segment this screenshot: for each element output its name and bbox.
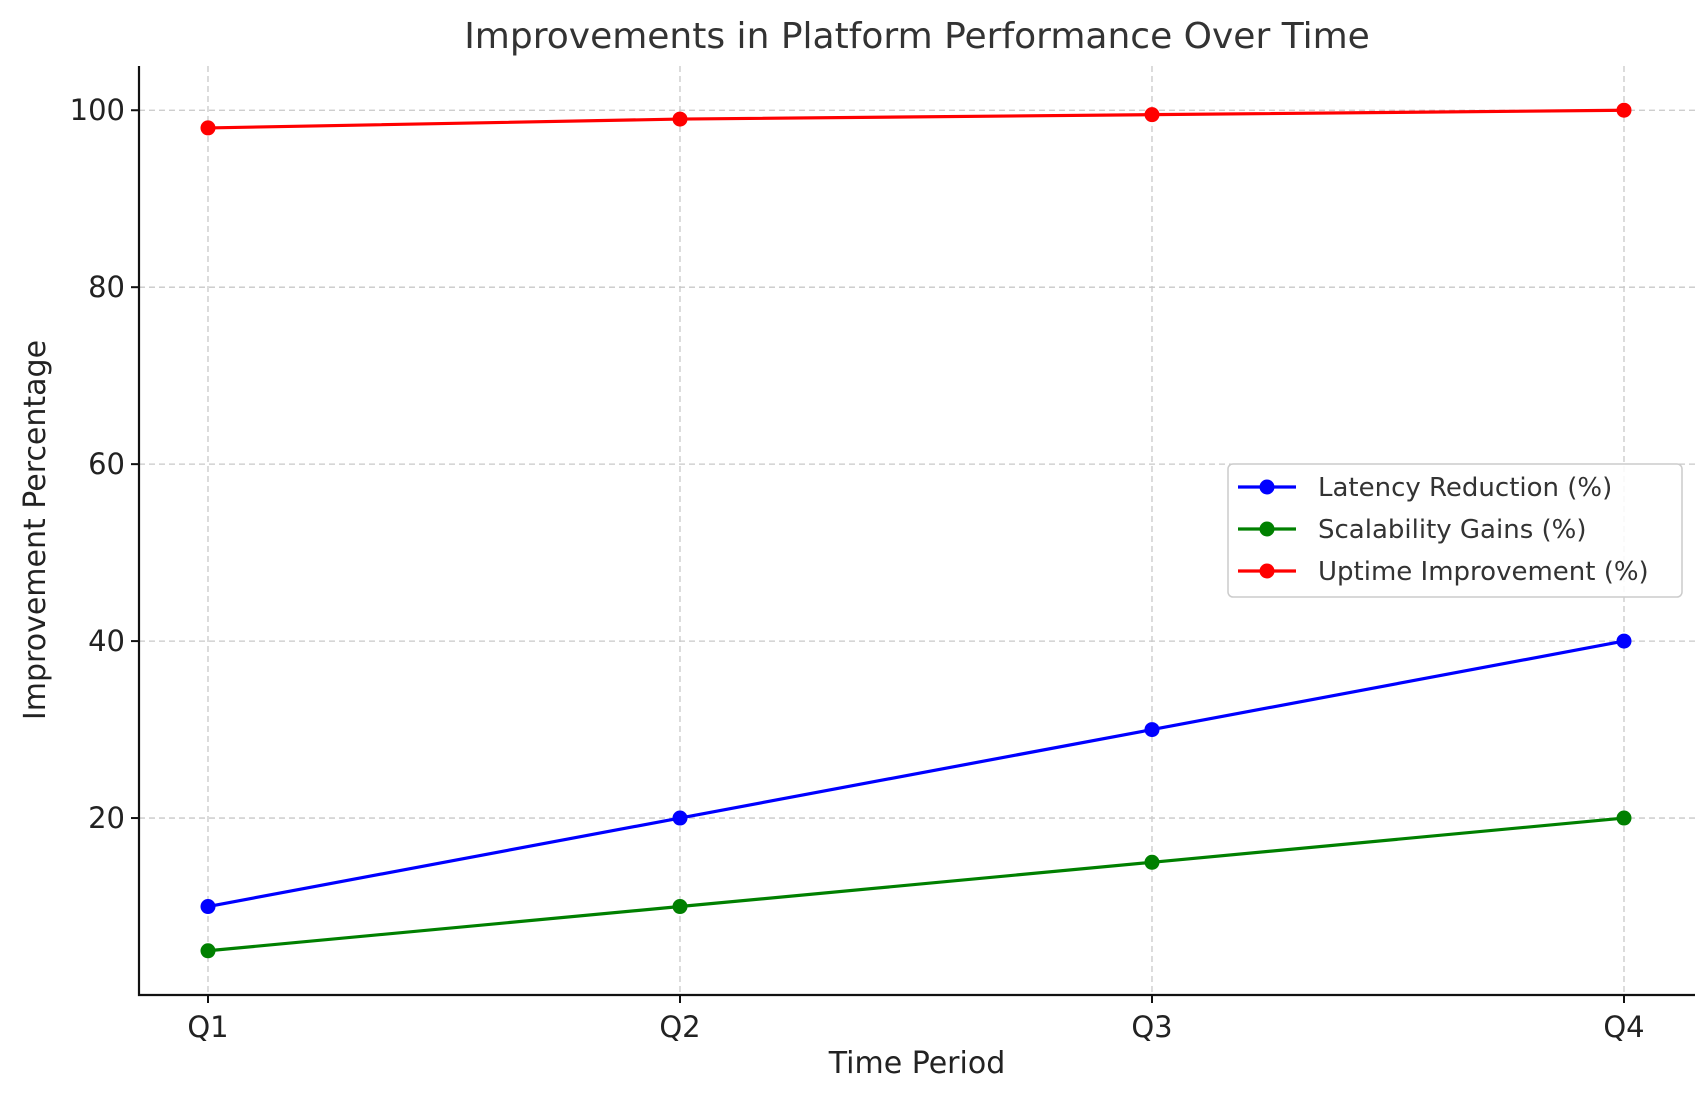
x-tick-label: Q3 <box>1131 1010 1172 1044</box>
legend: Latency Reduction (%) Scalability Gains (… <box>1227 463 1683 598</box>
y-axis-label: Improvement Percentage <box>18 340 53 720</box>
legend-label: Uptime Improvement (%) <box>1318 557 1649 587</box>
legend-swatch-marker <box>1259 563 1275 579</box>
data-point <box>200 899 216 915</box>
y-tick-label: 100 <box>70 93 125 127</box>
data-point <box>1616 102 1632 118</box>
legend-label: Scalability Gains (%) <box>1318 515 1587 545</box>
legend-swatch-marker <box>1259 479 1275 495</box>
series-line-2 <box>207 108 1625 130</box>
data-point <box>1144 107 1160 123</box>
data-point <box>1616 633 1632 649</box>
axes <box>137 66 1695 997</box>
x-tick-label: Q1 <box>187 1010 228 1044</box>
data-point <box>1144 722 1160 738</box>
data-point <box>672 810 688 826</box>
y-tick-label: 40 <box>88 624 125 658</box>
y-tick-label: 60 <box>88 447 125 481</box>
x-axis-label: Time Period <box>828 1046 1006 1081</box>
data-point <box>672 899 688 915</box>
tick-labels: 20 40 60 80 100 Q1 Q2 Q3 Q4 <box>70 93 1645 1044</box>
legend-swatch-marker <box>1259 521 1275 537</box>
data-point <box>200 943 216 959</box>
series-line-0 <box>207 639 1625 909</box>
series-line-1 <box>207 816 1625 953</box>
data-point <box>1616 810 1632 826</box>
y-tick-label: 80 <box>88 270 125 304</box>
x-tick-label: Q2 <box>659 1010 700 1044</box>
data-point <box>672 111 688 127</box>
data-point <box>200 120 216 136</box>
legend-label: Latency Reduction (%) <box>1318 473 1612 503</box>
axis-spines <box>137 66 1695 997</box>
legend-box <box>1227 463 1683 598</box>
chart-title: Improvements in Platform Performance Ove… <box>464 16 1370 57</box>
y-tick-label: 20 <box>88 801 125 835</box>
series-lines <box>200 102 1632 959</box>
data-point <box>1144 854 1160 870</box>
x-tick-label: Q4 <box>1603 1010 1644 1044</box>
